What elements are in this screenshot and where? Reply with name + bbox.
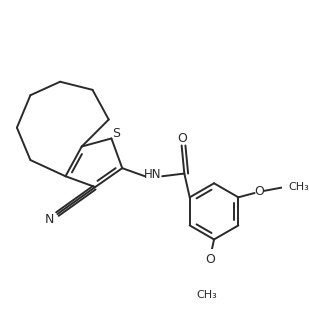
Text: CH₃: CH₃: [289, 181, 309, 192]
Text: O: O: [254, 185, 264, 198]
Text: O: O: [177, 132, 187, 145]
Text: O: O: [205, 253, 215, 267]
Text: S: S: [112, 127, 120, 140]
Text: N: N: [45, 213, 54, 226]
Text: CH₃: CH₃: [196, 290, 217, 300]
Text: HN: HN: [144, 168, 162, 181]
